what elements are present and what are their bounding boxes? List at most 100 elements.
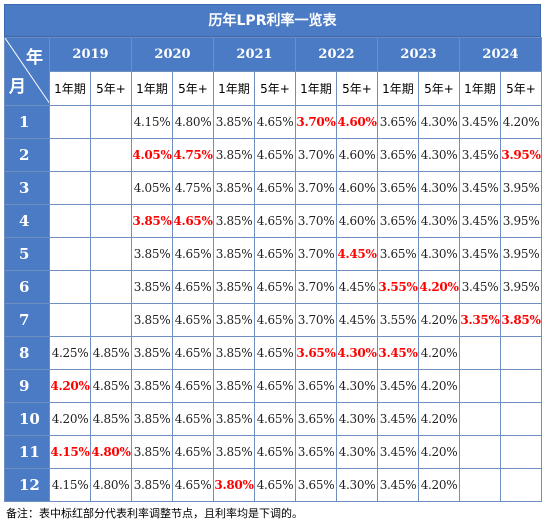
rate-cell: 4.65% [254, 468, 296, 502]
rate-cell: 4.65% [172, 336, 214, 370]
month-label: 6 [4, 270, 50, 304]
rate-cell: 4.65% [254, 237, 296, 271]
rate-cell: 3.65% [295, 468, 337, 502]
rate-cell-adjusted: 3.65% [295, 336, 337, 370]
rate-cell: 4.15% [131, 105, 173, 139]
rate-cell: 3.65% [377, 105, 419, 139]
rate-cell: 3.45% [459, 204, 501, 238]
term-header: 1年期 [213, 71, 255, 106]
rate-cell: 4.30% [418, 204, 460, 238]
rate-cell [49, 237, 91, 271]
rate-cell: 4.65% [254, 270, 296, 304]
table-body: 1 4.15% 4.80% 3.85% 4.65% 3.70% 4.60% 3.65% 4.30… [4, 105, 542, 502]
rate-cell: 4.20% [418, 402, 460, 436]
rate-cell [49, 270, 91, 304]
rate-cell: 4.30% [336, 402, 378, 436]
rate-cell: 4.60% [336, 171, 378, 205]
rate-cell: 4.15% [49, 468, 91, 502]
rate-cell-adjusted: 4.60% [336, 105, 378, 139]
term-header: 5年+ [500, 71, 542, 106]
rate-cell: 3.45% [459, 138, 501, 172]
rate-cell: 4.60% [336, 138, 378, 172]
rate-cell [49, 204, 91, 238]
rate-cell: 4.65% [172, 303, 214, 337]
diagonal-divider [5, 38, 49, 103]
rate-cell: 3.85% [131, 336, 173, 370]
rate-cell: 4.65% [254, 303, 296, 337]
year-header: 2020 [131, 37, 214, 72]
rate-cell [49, 138, 91, 172]
rate-cell: 4.30% [418, 105, 460, 139]
rate-cell: 4.65% [254, 435, 296, 469]
rate-cell: 3.95% [500, 237, 542, 271]
rate-cell-adjusted: 3.85% [500, 303, 542, 337]
year-header: 2023 [377, 37, 460, 72]
rate-cell [500, 402, 542, 436]
rate-cell [90, 204, 132, 238]
rate-cell [90, 105, 132, 139]
rate-cell: 3.65% [377, 138, 419, 172]
month-label: 11 [4, 435, 50, 469]
rate-cell: 3.45% [377, 402, 419, 436]
rate-cell-adjusted: 4.65% [172, 204, 214, 238]
rate-cell: 4.80% [172, 105, 214, 139]
rate-cell: 4.80% [90, 468, 132, 502]
rate-cell: 4.75% [172, 171, 214, 205]
rate-cell: 3.45% [377, 468, 419, 502]
rate-cell [459, 435, 501, 469]
rate-cell: 3.95% [500, 204, 542, 238]
rate-cell: 3.70% [295, 303, 337, 337]
rate-cell: 3.45% [459, 237, 501, 271]
rate-cell: 3.85% [213, 435, 255, 469]
rate-cell: 4.30% [418, 237, 460, 271]
term-header: 1年期 [131, 71, 173, 106]
rate-cell-adjusted: 3.95% [500, 138, 542, 172]
rate-cell-adjusted: 3.55% [377, 270, 419, 304]
rate-cell: 3.85% [131, 369, 173, 403]
rate-cell-adjusted: 3.70% [295, 105, 337, 139]
rate-cell: 3.65% [377, 237, 419, 271]
table-row: 4 3.85% 4.65% 3.85% 4.65% 3.70% 4.60% 3.65% 4.30… [4, 204, 542, 238]
term-header: 5年+ [90, 71, 132, 106]
rate-cell: 4.65% [254, 204, 296, 238]
rate-cell [90, 270, 132, 304]
rate-cell: 4.60% [336, 204, 378, 238]
rate-cell [500, 336, 542, 370]
month-label: 7 [4, 303, 50, 337]
rate-cell: 4.85% [90, 369, 132, 403]
rate-cell [90, 303, 132, 337]
month-label: 4 [4, 204, 50, 238]
rate-cell [500, 435, 542, 469]
rate-cell: 4.05% [131, 171, 173, 205]
year-header: 2024 [459, 37, 542, 72]
month-label: 12 [4, 468, 50, 502]
rate-cell: 4.65% [172, 270, 214, 304]
term-header: 5年+ [336, 71, 378, 106]
rate-cell: 4.30% [336, 468, 378, 502]
month-axis-label: 月 [9, 77, 26, 97]
rate-cell: 3.70% [295, 237, 337, 271]
rate-cell: 3.85% [213, 171, 255, 205]
rate-cell-adjusted: 4.45% [336, 237, 378, 271]
rate-cell [459, 468, 501, 502]
table-row: 12 4.15% 4.80% 3.85% 4.65% 3.80% 4.65% 3.65% 4.3… [4, 468, 542, 502]
rate-cell: 3.70% [295, 171, 337, 205]
rate-cell: 4.20% [418, 369, 460, 403]
month-label: 2 [4, 138, 50, 172]
rate-cell [49, 303, 91, 337]
table-title: 历年LPR利率一览表 [4, 4, 541, 37]
table-row: 6 3.85% 4.65% 3.85% 4.65% 3.70% 4.45% 3.55% 4.20… [4, 270, 542, 304]
table-row: 7 3.85% 4.65% 3.85% 4.65% 3.70% 4.45% 3.55% 4.20… [4, 303, 542, 337]
rate-cell: 4.65% [254, 138, 296, 172]
rate-cell-adjusted: 4.20% [418, 270, 460, 304]
rate-cell-adjusted: 3.35% [459, 303, 501, 337]
table-row: 8 4.25% 4.85% 3.85% 4.65% 3.85% 4.65% 3.65% 4.30… [4, 336, 542, 370]
term-header: 1年期 [295, 71, 337, 106]
rate-cell: 4.65% [172, 435, 214, 469]
term-header: 5年+ [172, 71, 214, 106]
rate-cell [49, 171, 91, 205]
table-row: 1 4.15% 4.80% 3.85% 4.65% 3.70% 4.60% 3.65% 4.30… [4, 105, 542, 139]
rate-cell [500, 468, 542, 502]
rate-cell: 3.85% [213, 336, 255, 370]
rate-cell: 4.85% [90, 336, 132, 370]
